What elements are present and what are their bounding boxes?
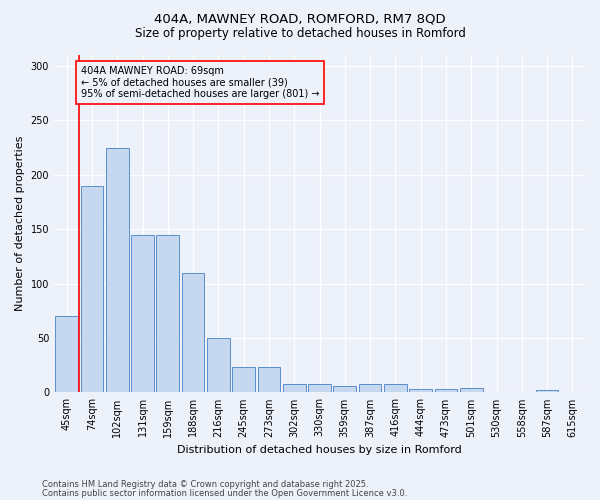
Bar	[308, 384, 331, 392]
Text: Size of property relative to detached houses in Romford: Size of property relative to detached ho…	[134, 28, 466, 40]
Bar	[157, 234, 179, 392]
Text: Contains public sector information licensed under the Open Government Licence v3: Contains public sector information licen…	[42, 490, 407, 498]
Bar	[80, 186, 103, 392]
Bar	[334, 386, 356, 392]
Bar	[536, 390, 559, 392]
Text: 404A, MAWNEY ROAD, ROMFORD, RM7 8QD: 404A, MAWNEY ROAD, ROMFORD, RM7 8QD	[154, 12, 446, 26]
Bar	[232, 368, 255, 392]
Bar	[434, 389, 457, 392]
Bar	[106, 148, 128, 392]
X-axis label: Distribution of detached houses by size in Romford: Distribution of detached houses by size …	[177, 445, 462, 455]
Bar	[384, 384, 407, 392]
Bar	[207, 338, 230, 392]
Text: Contains HM Land Registry data © Crown copyright and database right 2025.: Contains HM Land Registry data © Crown c…	[42, 480, 368, 489]
Bar	[182, 272, 205, 392]
Bar	[460, 388, 482, 392]
Text: 404A MAWNEY ROAD: 69sqm
← 5% of detached houses are smaller (39)
95% of semi-det: 404A MAWNEY ROAD: 69sqm ← 5% of detached…	[80, 66, 319, 99]
Bar	[409, 389, 432, 392]
Bar	[131, 234, 154, 392]
Bar	[55, 316, 78, 392]
Bar	[257, 368, 280, 392]
Bar	[283, 384, 305, 392]
Bar	[359, 384, 382, 392]
Y-axis label: Number of detached properties: Number of detached properties	[15, 136, 25, 312]
